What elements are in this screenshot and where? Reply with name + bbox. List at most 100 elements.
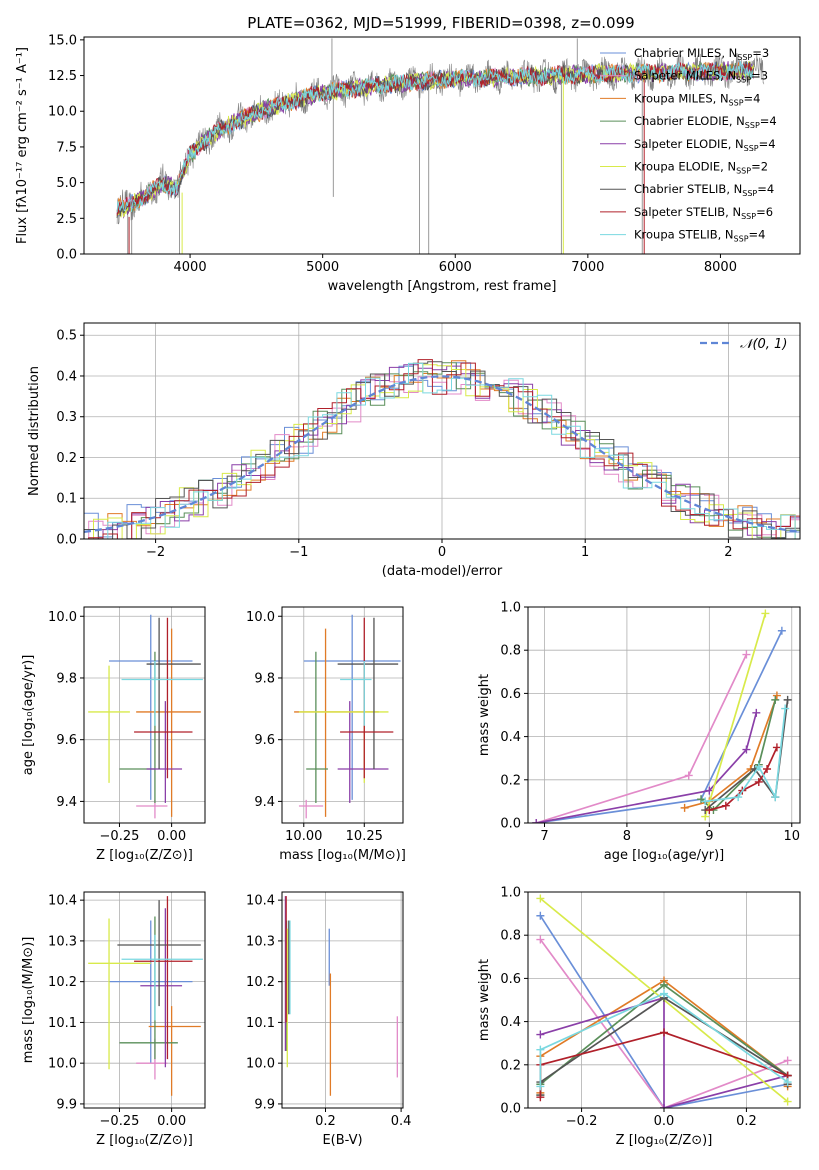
x-tick-label: −0.25: [100, 1114, 140, 1129]
series-marker-kroupa-stelib: [754, 762, 763, 771]
axes-frame: [281, 606, 404, 824]
y-tick-label: 10.3: [246, 934, 275, 949]
x-axis-label: E(B-V): [322, 1133, 362, 1148]
spectrum-panel: 4000 5000 6000 7000 8000 0.0 2.5 5.0 7.5 10.0 12.5…: [15, 14, 801, 294]
y-tick-label: 1.0: [500, 886, 521, 901]
residual-hist-kroupa-stelib: [84, 362, 800, 539]
x-axis-label: (data-model)/error: [382, 564, 503, 579]
series-marker-chabrier-stelib: [783, 695, 792, 704]
x-tick-label: −1: [289, 545, 308, 560]
y-tick-label: 10.4: [246, 894, 275, 909]
series-marker-kroupa-elodie: [536, 894, 545, 903]
legend-entry: Kroupa ELODIE, NSSP=2: [634, 160, 768, 176]
x-tick-label: 1: [581, 545, 589, 560]
series-marker-kroupa-stelib: [701, 797, 710, 806]
x-tick-label: 10.25: [346, 829, 383, 844]
y-tick-label: 0.0: [500, 1102, 521, 1117]
x-tick-label: −2: [146, 545, 165, 560]
series-marker-kroupa-elodie: [783, 1097, 792, 1106]
legend-value: =3: [751, 69, 768, 83]
legend-label: Kroupa ELODIE, N: [634, 160, 736, 174]
residual-hist-chabrier-stelib: [84, 361, 800, 539]
series-marker-salpeter-miles: [742, 650, 751, 659]
errorbar-points: [284, 896, 398, 1096]
legend-value: =4: [757, 182, 774, 196]
axes-frame: [83, 891, 206, 1109]
series-line-chabrier-elodie: [700, 699, 777, 812]
y-tick-label: 10.0: [48, 610, 77, 625]
legend-normal-label: 𝒩(0, 1): [740, 337, 787, 352]
x-tick-label: 0.2: [736, 1114, 757, 1129]
series-marker-chabrier-elodie: [771, 695, 780, 704]
legend-subscript: SSP: [742, 189, 757, 198]
y-tick-label: 0.0: [500, 817, 521, 832]
legend-label: Kroupa MILES, N: [634, 91, 729, 105]
mass-vs-Z-panel: −0.25 0.00 9.9 10.0 10.1 10.2 10.3 10.4 Z [log₁₀…: [21, 891, 206, 1148]
legend-entry: Salpeter MILES, NSSP=3: [634, 69, 768, 85]
x-tick-label: 2: [724, 545, 732, 560]
y-tick-label: 10.0: [246, 610, 275, 625]
y-tick-label: 10.0: [246, 1057, 275, 1072]
y-tick-label: 0.4: [500, 730, 521, 745]
legend-label: Salpeter STELIB, N: [634, 205, 741, 219]
y-tick-label: 10.0: [48, 105, 77, 120]
y-tick-label: 10.4: [48, 894, 77, 909]
residuals-panel: −2 −1 0 1 2 0.0 0.1 0.2 0.3 0.4 0.5 (data-model)/er…: [27, 322, 801, 579]
axes-frame: [527, 891, 801, 1109]
y-tick-label: 1.0: [500, 601, 521, 616]
series-marker-kroupa-miles: [772, 691, 781, 700]
legend-entry: Chabrier MILES, NSSP=3: [634, 46, 769, 62]
y-tick-label: 9.4: [254, 795, 275, 810]
series-marker-salpeter-elodie: [536, 1030, 545, 1039]
residual-hist-salpeter-stelib: [84, 359, 800, 539]
y-tick-label: 10.0: [48, 1057, 77, 1072]
series-marker-salpeter-stelib: [536, 1093, 545, 1102]
x-tick-label: 0.00: [157, 829, 186, 844]
series-marker-salpeter-stelib: [660, 1028, 668, 1037]
normal-curve: [84, 375, 800, 534]
y-axis-label: mass weight: [477, 959, 492, 1041]
series-marker-salpeter-miles: [783, 1056, 792, 1065]
x-axis-label: wavelength [Angstrom, rest frame]: [328, 279, 557, 294]
y-axis-label: age [log₁₀(age/yr)]: [21, 655, 36, 776]
series-marker-kroupa-stelib: [536, 1082, 545, 1091]
series-marker-kroupa-elodie: [761, 609, 770, 618]
y-tick-label: 0.0: [56, 248, 77, 263]
y-axis-label: mass weight: [477, 674, 492, 756]
series-line-kroupa-stelib: [539, 992, 789, 1087]
y-tick-label: 12.5: [48, 69, 77, 84]
series-line-chabrier-miles: [539, 915, 788, 1108]
series-marker-salpeter-elodie: [742, 745, 751, 754]
series-marker-salpeter-stelib: [772, 743, 781, 752]
series-marker-kroupa-stelib: [660, 989, 668, 998]
y-tick-label: 0.2: [500, 773, 521, 788]
y-tick-label: 9.9: [254, 1097, 275, 1112]
legend-entry: Kroupa MILES, NSSP=4: [634, 91, 760, 107]
series-marker-salpeter-stelib: [705, 806, 714, 815]
axes-frame: [83, 322, 801, 540]
legend-label: Salpeter ELODIE, N: [634, 137, 744, 151]
series-lines: [536, 894, 792, 1108]
x-tick-label: 0.4: [391, 1114, 412, 1129]
series-marker-kroupa-stelib: [783, 1078, 792, 1087]
y-tick-label: 9.6: [254, 733, 275, 748]
legend-subscript: SSP: [729, 98, 744, 107]
legend-value: =4: [759, 137, 776, 151]
series-marker-kroupa-stelib: [771, 793, 780, 802]
legend-entry: Salpeter STELIB, NSSP=6: [634, 205, 773, 221]
legend-value: =4: [760, 114, 777, 128]
legend-subscript: SSP: [744, 144, 759, 153]
axes-frame: [83, 36, 801, 255]
y-tick-label: 0.8: [500, 644, 521, 659]
series-marker-salpeter-miles: [684, 771, 693, 780]
residual-hist-kroupa-miles: [84, 360, 800, 539]
legend-subscript: SSP: [741, 212, 756, 221]
x-tick-label: −0.2: [566, 1114, 598, 1129]
legend-label: Chabrier MILES, N: [634, 46, 737, 60]
series-marker-salpeter-stelib: [721, 801, 730, 810]
legend-label: Chabrier ELODIE, N: [634, 114, 745, 128]
series-marker-salpeter-stelib: [763, 765, 772, 773]
series-marker-chabrier-miles: [777, 626, 786, 635]
legend-entry: Chabrier STELIB, NSSP=4: [634, 182, 774, 198]
